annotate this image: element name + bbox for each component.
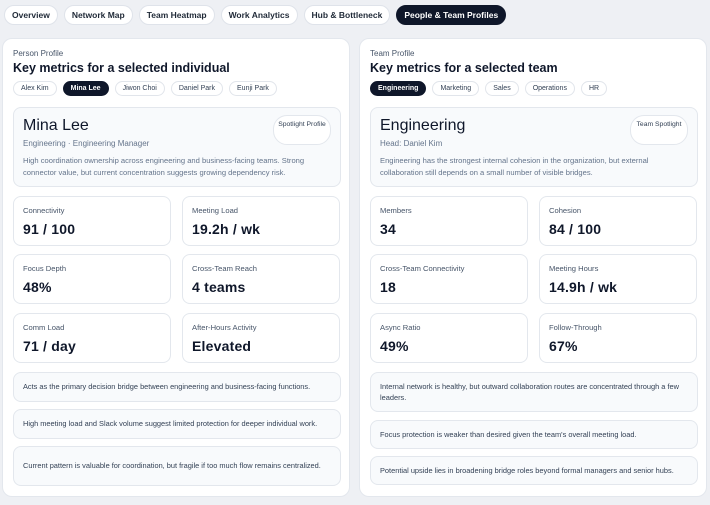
tab-work-analytics[interactable]: Work Analytics: [220, 5, 298, 25]
insight-note: High meeting load and Slack volume sugge…: [13, 409, 341, 439]
panel-eyebrow: Team Profile: [370, 49, 415, 58]
tab-hub-bottleneck[interactable]: Hub & Bottleneck: [303, 5, 391, 25]
metric-card: Focus Depth 48%: [13, 254, 171, 304]
metric-label: Cross-Team Reach: [192, 264, 257, 273]
team-spotlight-card: Engineering Head: Daniel Kim Engineering…: [370, 107, 698, 187]
panel-heading: Key metrics for a selected individual: [13, 61, 230, 75]
person-name: Mina Lee: [23, 117, 89, 134]
person-selector: Alex Kim Mina Lee Jiwon Choi Daniel Park…: [13, 81, 277, 96]
metric-label: Meeting Hours: [549, 264, 599, 273]
metric-value: 18: [380, 279, 396, 295]
metric-label: After-Hours Activity: [192, 323, 257, 332]
metric-value: 84 / 100: [549, 221, 602, 237]
metric-label: Meeting Load: [192, 206, 239, 215]
team-description: Engineering has the strongest internal c…: [380, 156, 649, 177]
metric-card: Cross-Team Connectivity 18: [370, 254, 528, 304]
metric-value: 67%: [549, 338, 578, 354]
spotlight-badge: Spotlight Profile: [273, 115, 331, 145]
metric-label: Follow-Through: [549, 323, 602, 332]
metric-label: Members: [380, 206, 412, 215]
metric-card: Meeting Hours 14.9h / wk: [539, 254, 697, 304]
tab-overview[interactable]: Overview: [4, 5, 58, 25]
insight-note: Potential upside lies in broadening brid…: [370, 456, 698, 485]
team-name: Engineering: [380, 117, 466, 134]
metric-card: Members 34: [370, 196, 528, 246]
metric-label: Focus Depth: [23, 264, 67, 273]
metric-value: 34: [380, 221, 396, 237]
metric-value: 71 / day: [23, 338, 76, 354]
team-head: Head: Daniel Kim: [380, 139, 443, 148]
metric-label: Async Ratio: [380, 323, 421, 332]
insight-note: Acts as the primary decision bridge betw…: [13, 372, 341, 402]
team-chip-marketing[interactable]: Marketing: [432, 81, 480, 96]
tab-people-team-profiles[interactable]: People & Team Profiles: [396, 5, 507, 25]
tab-network-map[interactable]: Network Map: [63, 5, 133, 25]
metric-card: Connectivity 91 / 100: [13, 196, 171, 246]
metric-card: After-Hours Activity Elevated: [182, 313, 340, 363]
team-chip-sales[interactable]: Sales: [485, 81, 519, 96]
metric-value: 49%: [380, 338, 409, 354]
team-chip-operations[interactable]: Operations: [524, 81, 575, 96]
person-chip-alex-kim[interactable]: Alex Kim: [13, 81, 57, 96]
team-selector: Engineering Marketing Sales Operations H…: [370, 81, 608, 96]
metric-value: 14.9h / wk: [549, 279, 618, 295]
person-spotlight-card: Mina Lee Engineering · Engineering Manag…: [13, 107, 341, 187]
metric-card: Cohesion 84 / 100: [539, 196, 697, 246]
metric-value: 91 / 100: [23, 221, 76, 237]
person-profile-panel: Person Profile Key metrics for a selecte…: [2, 38, 350, 497]
metric-card: Comm Load 71 / day: [13, 313, 171, 363]
team-profile-panel: Team Profile Key metrics for a selected …: [359, 38, 707, 497]
team-spotlight-badge: Team Spotlight: [630, 115, 688, 145]
metric-label: Connectivity: [23, 206, 65, 215]
insight-note: Internal network is healthy, but outward…: [370, 372, 698, 412]
person-description: High coordination ownership across engin…: [23, 156, 305, 177]
metric-card: Meeting Load 19.2h / wk: [182, 196, 340, 246]
person-chip-jiwon-choi[interactable]: Jiwon Choi: [114, 81, 165, 96]
tab-team-heatmap[interactable]: Team Heatmap: [138, 5, 215, 25]
insight-note: Focus protection is weaker than desired …: [370, 420, 698, 449]
top-navigation: Overview Network Map Team Heatmap Work A…: [4, 5, 507, 25]
metric-label: Cohesion: [549, 206, 582, 215]
metric-card: Async Ratio 49%: [370, 313, 528, 363]
team-chip-hr[interactable]: HR: [580, 81, 608, 96]
insight-note: Current pattern is valuable for coordina…: [13, 446, 341, 486]
metric-value: 19.2h / wk: [192, 221, 261, 237]
team-chip-engineering[interactable]: Engineering: [370, 81, 427, 96]
metric-label: Comm Load: [23, 323, 65, 332]
panel-heading: Key metrics for a selected team: [370, 61, 558, 75]
metric-label: Cross-Team Connectivity: [380, 264, 465, 273]
metric-value: 4 teams: [192, 279, 246, 295]
metric-card: Follow-Through 67%: [539, 313, 697, 363]
person-role: Engineering · Engineering Manager: [23, 139, 150, 148]
person-chip-eunji-park[interactable]: Eunji Park: [229, 81, 277, 96]
person-chip-daniel-park[interactable]: Daniel Park: [170, 81, 224, 96]
metric-card: Cross-Team Reach 4 teams: [182, 254, 340, 304]
panel-eyebrow: Person Profile: [13, 49, 64, 58]
metric-value: 48%: [23, 279, 52, 295]
metric-value: Elevated: [192, 338, 252, 354]
person-chip-mina-lee[interactable]: Mina Lee: [62, 81, 109, 96]
